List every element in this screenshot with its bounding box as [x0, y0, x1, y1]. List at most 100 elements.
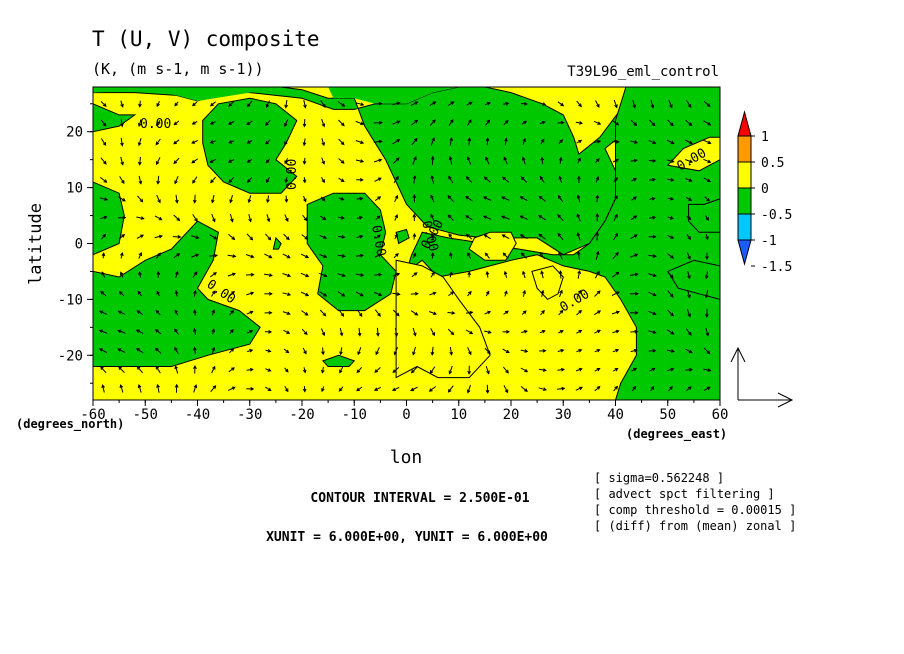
wind-vector	[209, 140, 216, 144]
wind-vector	[704, 196, 711, 202]
wind-vector	[575, 367, 583, 372]
wind-vector	[284, 158, 289, 165]
wind-vector	[686, 308, 691, 318]
wind-vector	[374, 309, 381, 317]
wind-vector	[449, 251, 453, 259]
wind-vector	[595, 250, 600, 260]
wind-vector	[156, 157, 161, 166]
wind-vector	[430, 137, 435, 146]
wind-vector	[576, 349, 583, 353]
wind-vector	[703, 139, 712, 145]
wind-vector	[485, 137, 490, 146]
wind-vector	[283, 233, 290, 241]
wind-vector	[173, 120, 180, 126]
negative-region	[688, 198, 720, 233]
wind-vector	[631, 385, 637, 392]
wind-vector	[557, 367, 565, 372]
wind-vector	[648, 254, 657, 258]
wind-vector	[229, 347, 235, 354]
wind-vector	[538, 215, 546, 221]
wind-vector	[394, 214, 398, 221]
wind-vector	[100, 119, 107, 127]
wind-vector	[483, 234, 491, 240]
wind-vector	[666, 159, 675, 163]
wind-vector	[613, 177, 619, 183]
wind-vector	[283, 348, 290, 354]
wind-vector	[467, 252, 472, 259]
wind-vector	[429, 119, 436, 126]
wind-vector	[411, 137, 418, 146]
wind-vector	[191, 121, 198, 125]
wind-vector	[175, 270, 179, 278]
wind-vector	[99, 310, 108, 315]
wind-vector	[138, 175, 143, 185]
wind-vector	[504, 290, 508, 297]
wind-vector	[649, 177, 656, 182]
wind-vector	[613, 99, 618, 109]
wind-vector	[649, 215, 657, 220]
wind-vector	[648, 310, 657, 316]
x-tick-label: 40	[607, 407, 624, 423]
wind-vector	[373, 120, 383, 125]
wind-vector	[467, 137, 472, 146]
wind-vector	[339, 327, 344, 337]
wind-vector	[501, 215, 510, 220]
wind-vector	[101, 233, 107, 240]
wind-vector	[538, 233, 546, 240]
wind-vector	[577, 175, 581, 183]
wind-vector	[282, 253, 291, 259]
wind-vector	[338, 138, 345, 146]
x-tick-label: 0	[402, 407, 410, 423]
wind-vector	[410, 119, 419, 126]
wind-vector	[356, 177, 364, 182]
wind-vector	[320, 366, 325, 374]
wind-vector	[211, 346, 216, 354]
wind-vector	[173, 253, 181, 259]
wind-vector	[613, 213, 618, 222]
wind-vector	[503, 270, 508, 278]
wind-vector	[667, 271, 674, 279]
wind-vector	[338, 158, 345, 164]
wind-vector	[448, 101, 455, 106]
wind-vector	[557, 348, 565, 353]
wind-vector	[630, 158, 638, 163]
wind-vector	[430, 346, 435, 356]
wind-vector	[211, 309, 216, 316]
wind-vector	[374, 367, 381, 373]
wind-vector	[465, 215, 473, 221]
wind-vector	[246, 120, 253, 126]
wind-vector	[594, 349, 601, 353]
wind-vector	[266, 176, 270, 184]
wind-vector	[321, 347, 325, 356]
wind-vector	[595, 176, 600, 183]
wind-vector	[685, 328, 692, 336]
plot-area	[93, 87, 720, 400]
wind-vector	[448, 365, 453, 375]
wind-vector	[502, 329, 511, 334]
wind-vector	[629, 272, 639, 277]
wind-vector	[430, 213, 435, 222]
wind-vector	[98, 329, 108, 334]
wind-vector	[540, 156, 545, 165]
wind-vector	[99, 197, 109, 201]
wind-vector	[284, 99, 289, 109]
wind-vector	[612, 158, 619, 163]
wind-vector	[703, 158, 712, 164]
x-tick-label: 20	[503, 407, 520, 423]
wind-vector	[465, 310, 474, 315]
wind-vector	[227, 272, 236, 277]
wind-vector	[703, 100, 711, 108]
wind-vector	[284, 177, 289, 184]
wind-vector	[685, 386, 692, 392]
wind-vector	[705, 233, 709, 241]
wind-vector	[466, 384, 471, 394]
wind-vector	[484, 347, 491, 355]
info-line: [ comp threshold = 0.00015 ]	[594, 503, 796, 517]
wind-vector	[521, 156, 526, 165]
wind-vector	[339, 347, 343, 356]
wind-vector	[155, 365, 161, 374]
wind-vector	[667, 178, 675, 182]
wind-vector	[229, 328, 234, 335]
contour-labels: 0.00 0.00 0.00 0.00 0.00 0.00 0.00 0.00	[140, 117, 709, 315]
x-unit-label: (degrees_east)	[626, 427, 727, 442]
